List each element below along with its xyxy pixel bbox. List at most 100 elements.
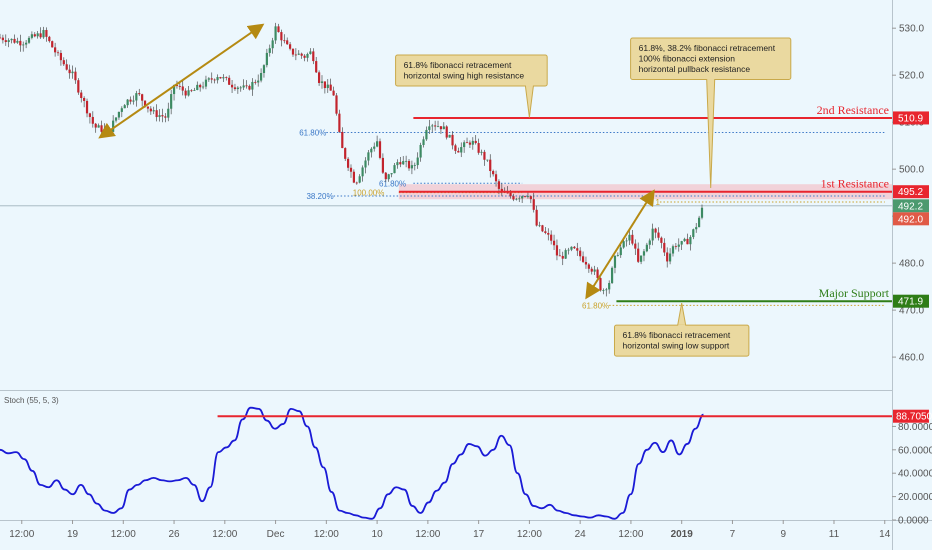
candle-body bbox=[381, 157, 385, 173]
trend-arrow bbox=[585, 189, 655, 300]
candle-body bbox=[367, 152, 370, 161]
candle-body bbox=[45, 30, 48, 37]
candle-body bbox=[480, 151, 483, 153]
candle-body bbox=[77, 80, 80, 93]
candle-body bbox=[242, 85, 245, 88]
candle-body bbox=[199, 84, 202, 88]
candle-body bbox=[515, 198, 518, 200]
candle-body bbox=[297, 53, 300, 55]
candle-body bbox=[573, 246, 576, 249]
candle-body bbox=[65, 64, 68, 70]
price-tick-label: 480.0 bbox=[899, 259, 924, 270]
time-tick-label: 11 bbox=[829, 529, 840, 540]
candle-body bbox=[506, 192, 509, 194]
osc-tick-label: 40.0000 bbox=[898, 469, 932, 480]
candle-body bbox=[257, 80, 260, 83]
candle-body bbox=[85, 100, 89, 114]
candle-body bbox=[309, 51, 312, 54]
candle-body bbox=[152, 110, 155, 112]
candle-body bbox=[51, 41, 54, 48]
candle-body bbox=[346, 158, 350, 168]
osc-tick-label: 80.0000 bbox=[898, 422, 932, 433]
fib-label: 1 bbox=[655, 198, 660, 207]
candle-body bbox=[686, 238, 689, 245]
candle-body bbox=[210, 78, 213, 80]
candle-body bbox=[129, 99, 132, 102]
candle-body bbox=[1, 37, 5, 41]
candle-body bbox=[648, 240, 651, 245]
candle-body bbox=[94, 123, 97, 128]
price-tick-label: 460.0 bbox=[899, 353, 924, 364]
candle-body bbox=[123, 105, 126, 109]
time-tick-label: 12:00 bbox=[517, 529, 542, 540]
candle-body bbox=[460, 147, 463, 153]
candle-body bbox=[671, 246, 675, 254]
candle-body bbox=[500, 188, 503, 192]
price-tag-label: 492.0 bbox=[898, 214, 923, 225]
candle-body bbox=[135, 93, 138, 101]
candle-body bbox=[187, 90, 190, 96]
candle-body bbox=[48, 36, 51, 42]
candle-body bbox=[486, 159, 489, 161]
candle-body bbox=[579, 250, 582, 257]
candle-body bbox=[445, 126, 448, 138]
candle-body bbox=[384, 172, 387, 180]
candle-body bbox=[106, 128, 109, 130]
osc-tick-label: 0.0000 bbox=[898, 516, 929, 527]
price-tag-label: 510.9 bbox=[898, 113, 923, 124]
candle-body bbox=[216, 77, 219, 81]
time-tick-label: 14 bbox=[879, 529, 891, 540]
candle-body bbox=[402, 161, 405, 165]
candle-body bbox=[625, 240, 628, 242]
candle-body bbox=[610, 267, 614, 284]
candle-body bbox=[315, 61, 318, 73]
candle-body bbox=[448, 134, 451, 138]
candle-body bbox=[352, 171, 355, 183]
time-tick-label: 9 bbox=[780, 529, 786, 540]
candle-body bbox=[54, 47, 57, 53]
candle-body bbox=[666, 252, 669, 262]
candle-body bbox=[529, 196, 532, 200]
price-tick-label: 500.0 bbox=[899, 165, 924, 176]
candle-body bbox=[570, 246, 573, 250]
candle-body bbox=[616, 255, 619, 256]
callout-joint bbox=[525, 84, 533, 87]
level-label: Major Support bbox=[819, 286, 890, 300]
trend-arrow bbox=[98, 23, 265, 139]
candle-body bbox=[619, 247, 622, 256]
time-tick-label: 12:00 bbox=[111, 529, 136, 540]
candle-body bbox=[425, 129, 428, 140]
candle-body bbox=[42, 30, 45, 38]
candle-body bbox=[161, 115, 164, 117]
arrow-annotations bbox=[98, 23, 655, 300]
candle-body bbox=[474, 140, 477, 144]
candle-body bbox=[286, 40, 289, 45]
candle-body bbox=[228, 77, 231, 85]
candle-body bbox=[602, 290, 605, 292]
osc-tick-label: 60.0000 bbox=[898, 445, 932, 456]
candle-body bbox=[660, 237, 663, 243]
candle-body bbox=[68, 69, 71, 74]
candle-body bbox=[651, 228, 654, 241]
candle-body bbox=[547, 232, 550, 235]
candle-body bbox=[158, 115, 161, 118]
candle-body bbox=[225, 77, 228, 78]
candle-body bbox=[376, 141, 379, 147]
candle-body bbox=[19, 40, 22, 46]
candle-body bbox=[599, 278, 602, 291]
candle-body bbox=[22, 44, 25, 46]
candle-body bbox=[190, 90, 193, 92]
candle-body bbox=[697, 217, 701, 228]
price-tick-label: 520.0 bbox=[899, 71, 924, 82]
candle-body bbox=[637, 248, 640, 262]
candle-body bbox=[294, 54, 297, 56]
candle-body bbox=[120, 108, 123, 112]
stochastic-line bbox=[0, 406, 704, 520]
candle-body bbox=[439, 126, 443, 130]
candle-body bbox=[259, 72, 263, 81]
oscillator-title: Stoch (55, 5, 3) bbox=[4, 396, 59, 405]
fib-label: 38.20% bbox=[306, 192, 333, 201]
candle-body bbox=[634, 243, 637, 249]
